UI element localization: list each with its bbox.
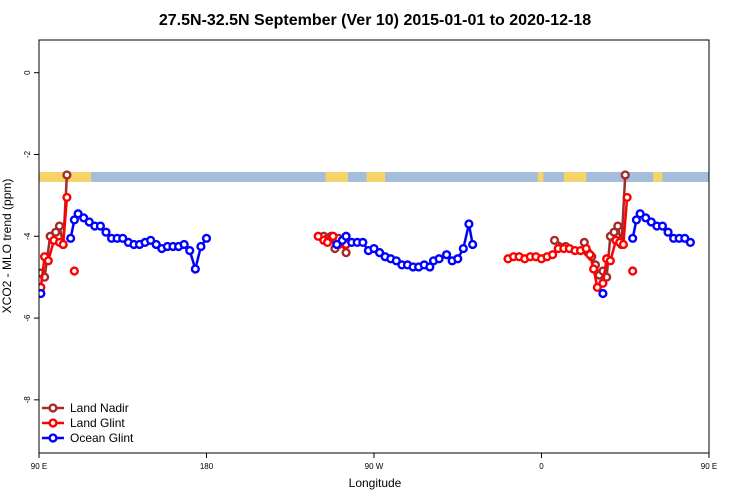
data-point bbox=[69, 215, 79, 225]
chart-title: 27.5N-32.5N September (Ver 10) 2015-01-0… bbox=[159, 12, 591, 29]
legend-label: Land Nadir bbox=[70, 401, 129, 415]
y-tick-label: 0 bbox=[23, 70, 32, 75]
data-point bbox=[598, 288, 608, 299]
land-band bbox=[325, 171, 348, 182]
legend-entry: Land Nadir bbox=[42, 401, 129, 415]
data-point bbox=[322, 237, 333, 248]
legend-swatch-marker bbox=[48, 418, 58, 428]
legend-entry: Ocean Glint bbox=[42, 431, 134, 445]
data-point bbox=[618, 239, 628, 250]
data-point bbox=[605, 256, 615, 266]
y-tick-label: -8 bbox=[23, 396, 32, 404]
data-point bbox=[663, 227, 673, 237]
data-point bbox=[453, 254, 463, 264]
data-point bbox=[95, 221, 106, 231]
data-point bbox=[179, 239, 189, 250]
legend-label: Land Glint bbox=[70, 416, 125, 430]
x-tick-label: 0 bbox=[539, 462, 544, 471]
data-point bbox=[585, 250, 595, 260]
x-axis-label: Longitude bbox=[349, 476, 402, 490]
data-point bbox=[685, 237, 695, 248]
legend-label: Ocean Glint bbox=[70, 431, 134, 445]
x-tick-label: 90 E bbox=[31, 462, 47, 471]
data-point bbox=[43, 256, 53, 266]
data-point bbox=[51, 227, 61, 237]
data-point bbox=[468, 239, 478, 250]
data-point bbox=[622, 192, 632, 203]
data-point bbox=[58, 239, 68, 250]
y-tick-label: -6 bbox=[23, 314, 32, 322]
data-point bbox=[548, 250, 558, 260]
series-layer bbox=[39, 170, 695, 299]
x-axis: 90 E 180 90 W 0 90 E bbox=[31, 453, 717, 471]
data-point bbox=[425, 262, 435, 272]
data-point bbox=[341, 248, 351, 258]
series-ocean-glint bbox=[39, 209, 695, 299]
data-point bbox=[464, 219, 474, 229]
legend-swatch-marker bbox=[48, 433, 58, 443]
land-band bbox=[537, 171, 544, 182]
data-point bbox=[631, 215, 642, 225]
data-point bbox=[196, 241, 206, 252]
data-point bbox=[341, 231, 351, 241]
series-land-glint bbox=[39, 192, 638, 292]
data-point bbox=[190, 264, 200, 274]
data-point bbox=[69, 266, 79, 276]
data-point bbox=[628, 233, 638, 243]
data-point bbox=[441, 250, 452, 260]
data-point bbox=[549, 235, 560, 245]
legend-entry: Land Glint bbox=[42, 416, 125, 430]
data-point bbox=[39, 288, 46, 299]
series-land-nadir bbox=[39, 170, 630, 282]
data-point bbox=[581, 243, 591, 254]
data-point bbox=[66, 233, 76, 243]
data-point bbox=[101, 227, 111, 237]
data-point bbox=[609, 227, 619, 237]
data-point bbox=[620, 170, 630, 180]
data-point bbox=[458, 243, 468, 254]
land-ocean-strip bbox=[39, 171, 709, 182]
data-point bbox=[62, 192, 72, 203]
x-tick-label: 90 E bbox=[701, 462, 717, 471]
data-point bbox=[358, 237, 368, 248]
data-point bbox=[54, 221, 65, 231]
y-tick-label: -2 bbox=[23, 150, 32, 158]
data-point bbox=[62, 170, 72, 180]
data-point bbox=[598, 278, 608, 288]
x-tick-label: 180 bbox=[200, 462, 214, 471]
data-point bbox=[201, 233, 212, 243]
data-point bbox=[613, 221, 623, 231]
land-band bbox=[653, 171, 663, 182]
data-point bbox=[328, 231, 338, 241]
data-point bbox=[589, 264, 599, 274]
y-tick-label: -4 bbox=[23, 232, 32, 240]
data-point bbox=[434, 254, 444, 264]
data-point bbox=[185, 245, 195, 256]
land-band bbox=[366, 171, 386, 182]
y-axis-label: XCO2 - MLO trend (ppm) bbox=[0, 179, 14, 314]
legend-swatch-marker bbox=[48, 403, 58, 413]
data-point bbox=[657, 221, 668, 231]
x-tick-label: 90 W bbox=[365, 462, 384, 471]
y-axis: 0 -2 -4 -6 -8 bbox=[23, 70, 39, 403]
data-point bbox=[628, 266, 638, 276]
land-band bbox=[563, 171, 587, 182]
